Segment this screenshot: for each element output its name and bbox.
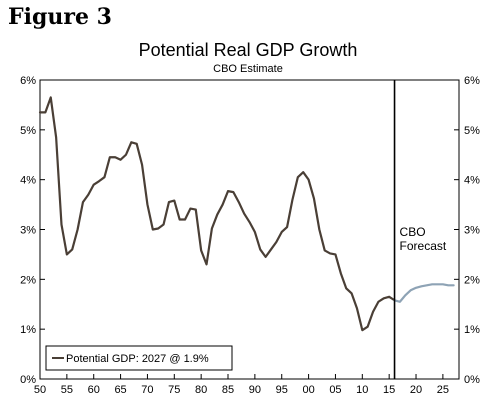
x-tick-label-1: 55 (61, 384, 73, 396)
series-layer (38, 96, 455, 332)
x-tick-label-9: 95 (276, 384, 288, 396)
series-forecast-line (393, 283, 455, 303)
x-tick-label-4: 70 (141, 384, 153, 396)
x-tick-label-13: 15 (383, 384, 395, 396)
legend-box (45, 345, 233, 371)
y-tick-label-right-6: 6% (464, 75, 480, 87)
x-tick-label-7: 85 (222, 384, 234, 396)
y-tick-label-left-2: 2% (20, 274, 36, 286)
plot-area (39, 79, 460, 380)
y-tick-label-left-4: 4% (20, 175, 36, 187)
y-tick-label-left-5: 5% (20, 125, 36, 137)
x-tick-label-11: 05 (329, 384, 341, 396)
x-tick-label-3: 65 (114, 384, 126, 396)
y-tick-label-left-3: 3% (20, 225, 36, 237)
x-tick-label-0: 50 (34, 384, 46, 396)
y-tick-label-left-0: 0% (20, 374, 36, 386)
axis-ticks (39, 79, 459, 380)
series-potential-gdp-line (38, 96, 396, 332)
x-tick-label-6: 80 (195, 384, 207, 396)
y-tick-label-left-6: 6% (20, 75, 36, 87)
forecast-annotation-line-2: Forecast (400, 239, 447, 253)
chart-title: Potential Real GDP Growth (139, 40, 358, 60)
y-tick-label-right-2: 2% (464, 274, 480, 286)
y-tick-label-right-0: 0% (464, 374, 480, 386)
chart-subtitle: CBO Estimate (213, 63, 283, 75)
y-tick-label-right-3: 3% (464, 225, 480, 237)
x-tick-label-2: 60 (88, 384, 100, 396)
y-tick-label-right-1: 1% (464, 324, 480, 336)
x-tick-label-12: 10 (356, 384, 368, 396)
legend: Potential GDP: 2027 @ 1.9% (45, 345, 233, 371)
x-tick-label-15: 25 (437, 384, 449, 396)
figure-label: Figure 3 (8, 4, 112, 30)
axis-tick-labels: 50 55 60 65 70 75 80 85 90 95 00 05 10 15 20 25 0% 0% 1% 1%… (20, 75, 480, 396)
x-tick-label-14: 20 (410, 384, 422, 396)
forecast-annotation-line-1: CBO (400, 225, 426, 239)
x-tick-label-5: 75 (168, 384, 180, 396)
x-tick-label-8: 90 (249, 384, 261, 396)
legend-entry: Potential GDP: 2027 @ 1.9% (66, 353, 209, 365)
y-tick-label-left-1: 1% (20, 324, 36, 336)
y-tick-label-right-4: 4% (464, 175, 480, 187)
x-tick-label-10: 00 (302, 384, 314, 396)
y-tick-label-right-5: 5% (464, 125, 480, 137)
